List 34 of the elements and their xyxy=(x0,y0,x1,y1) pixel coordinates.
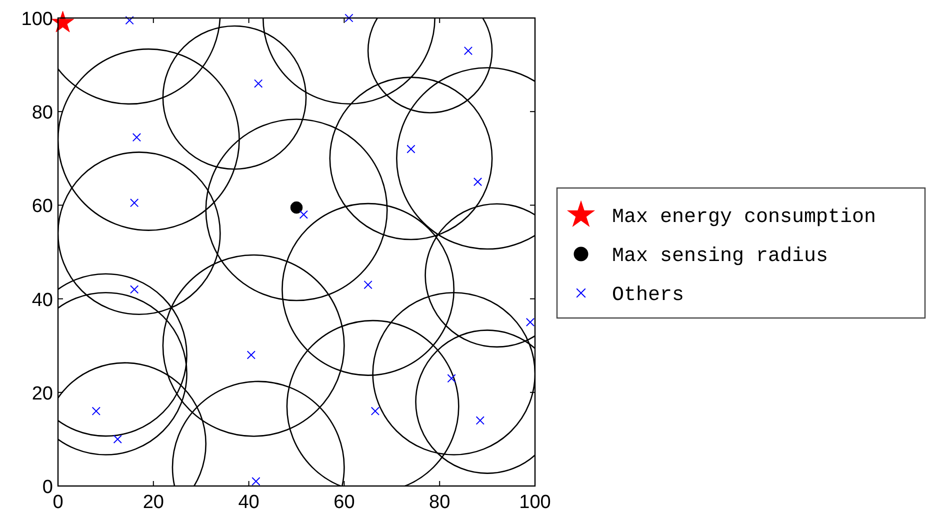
point xyxy=(464,46,473,56)
point xyxy=(130,198,139,208)
legend-label: Max energy consumption xyxy=(612,206,876,229)
point xyxy=(254,79,263,88)
point xyxy=(125,16,134,25)
point xyxy=(476,416,484,425)
point xyxy=(130,285,139,294)
y-tick-label: 20 xyxy=(32,383,53,404)
y-tick-label: 60 xyxy=(32,196,53,218)
point xyxy=(447,374,456,383)
x-tick-label: 60 xyxy=(334,492,355,513)
point xyxy=(132,133,142,142)
point xyxy=(290,201,303,214)
x-tick-label: 100 xyxy=(519,492,551,513)
point xyxy=(406,144,416,154)
point xyxy=(473,177,482,186)
point xyxy=(246,350,256,360)
point xyxy=(526,318,535,327)
point xyxy=(252,476,260,486)
point xyxy=(113,434,122,444)
point xyxy=(52,10,74,32)
point xyxy=(92,406,100,416)
y-tick-label: 0 xyxy=(42,477,53,498)
y-tick-label: 80 xyxy=(32,102,53,124)
x-tick-label: 80 xyxy=(429,492,450,513)
point xyxy=(370,406,380,416)
x-tick-label: 40 xyxy=(238,492,260,513)
point xyxy=(364,280,372,290)
point xyxy=(299,210,308,219)
y-tick-label: 100 xyxy=(21,9,53,30)
legend-label: Others xyxy=(612,284,684,307)
legend-label: Max sensing radius xyxy=(612,245,828,268)
x-tick-label: 20 xyxy=(142,492,164,513)
y-tick-label: 40 xyxy=(32,290,53,311)
